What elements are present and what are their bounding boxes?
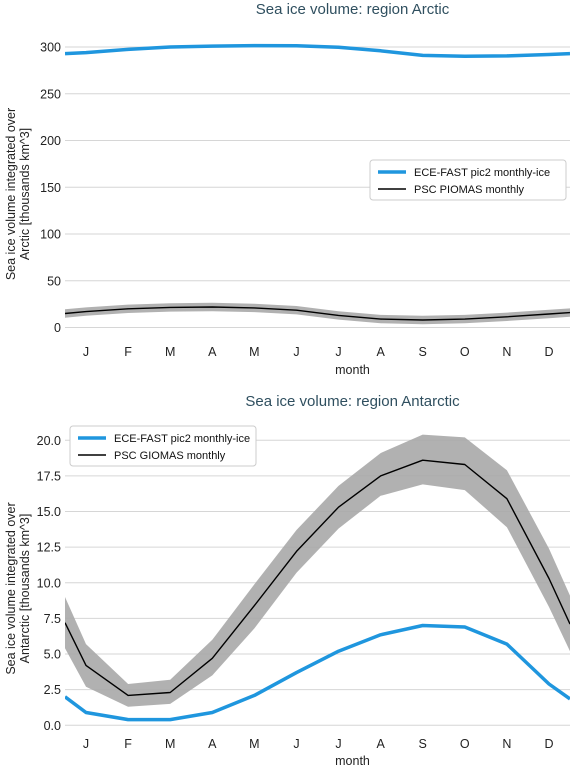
chart-title: Sea ice volume: region Antarctic <box>245 393 460 410</box>
x-tick-label: F <box>124 737 132 751</box>
y-tick-label: 0.0 <box>44 719 61 733</box>
x-tick-label: A <box>208 737 217 751</box>
x-tick-label: D <box>544 345 553 359</box>
y-tick-label: 0 <box>54 321 61 335</box>
observation-series-line <box>65 459 570 697</box>
uncertainty-band <box>65 434 570 707</box>
y-tick-label: 200 <box>40 134 61 148</box>
x-tick-label: J <box>293 345 299 359</box>
x-tick-label: F <box>124 345 132 359</box>
x-tick-label: M <box>249 345 259 359</box>
legend-box <box>369 159 567 201</box>
y-axis-label-line: Arctic [thousands km^3] <box>18 128 32 260</box>
legend-label: ECE-FAST pic2 monthly-ice <box>414 167 550 179</box>
arctic-panel: Sea ice volume: region Arctic 0 50 100 150 20… <box>4 1 570 377</box>
legend-label: ECE-FAST pic2 monthly-ice <box>114 433 250 445</box>
x-tick-label: J <box>83 345 89 359</box>
x-tick-label: J <box>335 737 341 751</box>
x-tick-label: M <box>249 737 259 751</box>
y-tick-label: 5.0 <box>44 648 61 662</box>
chart-title: Sea ice volume: region Arctic <box>256 1 450 18</box>
x-tick-label: M <box>165 737 175 751</box>
y-axis-label-line: Sea ice volume integrated over <box>4 108 18 280</box>
y-tick-label: 17.5 <box>37 469 61 483</box>
x-tick-label: S <box>419 737 427 751</box>
x-axis-label: month <box>335 754 370 767</box>
model-series-line <box>65 43 570 58</box>
x-tick-label: M <box>165 345 175 359</box>
legend-label: PSC PIOMAS monthly <box>414 184 525 196</box>
y-tick-label: 20.0 <box>37 434 61 448</box>
x-tick-label: A <box>376 345 385 359</box>
x-tick-label: O <box>460 345 470 359</box>
y-tick-label: 100 <box>40 228 61 242</box>
y-tick-label: 12.5 <box>37 541 61 555</box>
x-tick-label: S <box>419 345 427 359</box>
legend-box <box>69 425 257 467</box>
x-tick-label: J <box>83 737 89 751</box>
y-axis-label-line: Sea ice volume integrated over <box>4 502 18 674</box>
y-tick-label: 7.5 <box>44 612 61 626</box>
y-tick-label: 10.0 <box>37 576 61 590</box>
legend-label: PSC GIOMAS monthly <box>114 450 226 462</box>
y-tick-label: 15.0 <box>37 505 61 519</box>
x-tick-label: N <box>502 345 511 359</box>
y-tick-label: 2.5 <box>44 683 61 697</box>
x-tick-label: J <box>293 737 299 751</box>
x-tick-label: D <box>544 737 553 751</box>
y-tick-label: 300 <box>40 41 61 55</box>
observation-series-line <box>65 306 570 321</box>
y-tick-label: 50 <box>47 274 61 288</box>
x-tick-label: J <box>335 345 341 359</box>
legend: ECE-FAST pic2 monthly-ice PSC GIOMAS mont… <box>69 425 257 467</box>
antarctic-panel: Sea ice volume: region Antarctic 0.0 2.5 5.… <box>4 393 570 767</box>
x-tick-label: O <box>460 737 470 751</box>
legend: ECE-FAST pic2 monthly-ice PSC PIOMAS mont… <box>369 159 567 201</box>
x-axis-label: month <box>335 363 370 377</box>
y-axis-label-line: Antarctic [thousands km^3] <box>18 514 32 664</box>
y-tick-label: 150 <box>40 181 61 195</box>
x-tick-label: A <box>208 345 217 359</box>
y-tick-label: 250 <box>40 87 61 101</box>
x-tick-label: N <box>502 737 511 751</box>
model-series-line <box>65 623 570 722</box>
x-tick-label: A <box>376 737 385 751</box>
